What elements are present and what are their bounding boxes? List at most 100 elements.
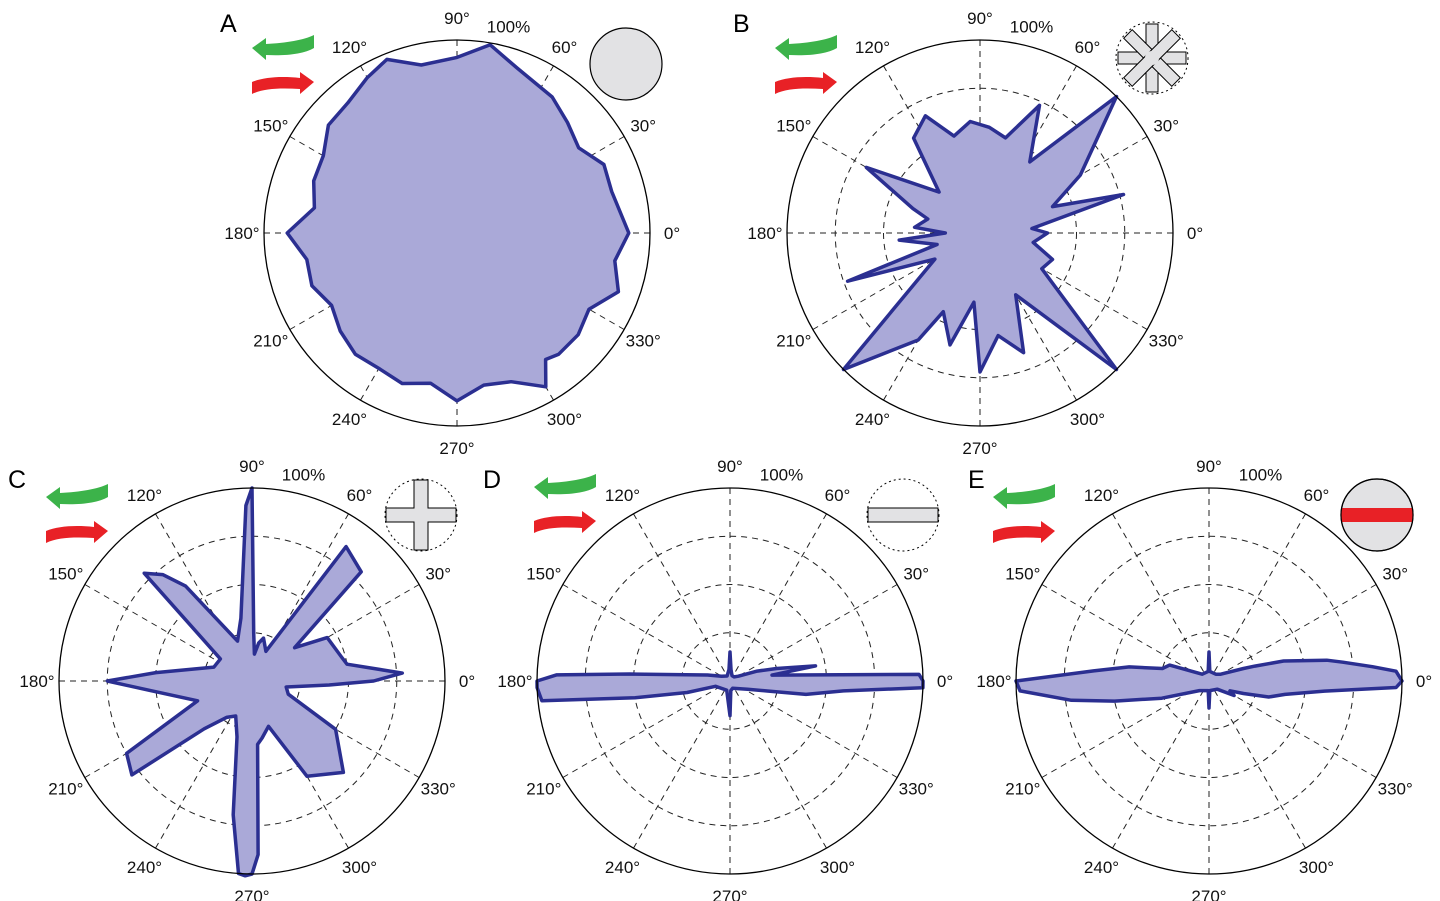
angle-tick-label: 0°: [937, 672, 953, 691]
angle-tick-label: 120°: [855, 38, 890, 57]
angle-tick-label: 240°: [605, 858, 640, 877]
panel-d-rotation-arrows: [534, 474, 596, 533]
angle-tick-label: 180°: [976, 672, 1011, 691]
angle-tick-label: 270°: [712, 887, 747, 901]
angle-tick-label: 270°: [439, 439, 474, 458]
green-arrow-left-icon: [46, 484, 108, 509]
angle-tick-label: 120°: [605, 486, 640, 505]
panel-a: 0° 30° 60° 90° 120° 150° 180° 210° 240° 270° 300° 3…: [220, 9, 680, 458]
red-arrow-right-icon: [46, 521, 108, 543]
panel-c-radius-label: 100%: [282, 465, 325, 484]
angle-tick-label: 210°: [1005, 780, 1040, 799]
plus-cutout-icon: [384, 478, 458, 552]
panel-c-outer-ring: [58, 487, 446, 875]
angle-tick-label: 180°: [19, 672, 54, 691]
panel-e-data-polygon: [1014, 650, 1404, 710]
angle-tick-label: 120°: [332, 38, 367, 57]
angle-tick-label: 240°: [1084, 858, 1119, 877]
angle-tick-label: 30°: [1153, 117, 1179, 136]
grid-spoke: [729, 513, 827, 682]
panel-b-radius-label: 100%: [1010, 17, 1053, 36]
panel-d-outer-ring: [536, 487, 924, 875]
panel-c-tick-labels: 0° 30° 60° 90° 120° 150° 180° 210° 240° 270° 300° 3…: [19, 457, 475, 901]
angle-tick-label: 0°: [1416, 672, 1432, 691]
angle-tick-label: 0°: [664, 224, 680, 243]
panel-b-data-polygon: [841, 94, 1126, 374]
angle-tick-label: 30°: [630, 117, 656, 136]
panel-a-data-polygon: [285, 43, 631, 403]
angle-tick-label: 90°: [967, 9, 993, 28]
angle-tick-label: 120°: [127, 486, 162, 505]
panel-a-radius-label: 100%: [487, 17, 530, 36]
red-arrow-right-icon: [252, 72, 314, 94]
angle-tick-label: 240°: [127, 858, 162, 877]
green-arrow-left-icon: [252, 35, 314, 60]
red-arrow-right-icon: [534, 511, 596, 533]
angle-tick-label: 30°: [903, 565, 929, 584]
angle-tick-label: 300°: [342, 858, 377, 877]
grid-spoke: [729, 680, 898, 778]
panel-a-outer-ring: [263, 39, 651, 427]
angle-tick-label: 90°: [717, 457, 743, 476]
panel-e-tick-labels: 0° 30° 60° 90° 120° 150° 180° 210° 240° 270° 300° 3…: [976, 457, 1432, 901]
angle-tick-label: 180°: [497, 672, 532, 691]
panel-b-tick-labels: 0° 30° 60° 90° 120° 150° 180° 210° 240° 270° 300° 3…: [747, 9, 1203, 458]
angle-tick-label: 210°: [253, 332, 288, 351]
solid-disc-icon: [589, 27, 663, 101]
panel-c-data-polygon: [105, 486, 405, 878]
panel-d-data-polygon: [535, 650, 925, 718]
angle-tick-label: 330°: [1378, 780, 1413, 799]
panel-d-tick-labels: 0° 30° 60° 90° 120° 150° 180° 210° 240° 270° 300° 3…: [497, 457, 953, 901]
grid-spoke: [1112, 513, 1210, 682]
panel-e-radius-label: 100%: [1239, 465, 1282, 484]
panel-e-outer-ring: [1015, 487, 1403, 875]
panel-a-letter: A: [220, 10, 237, 38]
panel-d-letter: D: [483, 466, 501, 494]
angle-tick-label: 210°: [526, 780, 561, 799]
angle-tick-label: 210°: [48, 780, 83, 799]
angle-tick-label: 0°: [459, 672, 475, 691]
panel-c-rotation-arrows: [46, 484, 108, 543]
angle-tick-label: 60°: [552, 38, 578, 57]
angle-tick-label: 60°: [1304, 486, 1330, 505]
grid-spoke: [1208, 513, 1306, 682]
green-arrow-left-icon: [534, 474, 596, 499]
angle-tick-label: 270°: [1191, 887, 1226, 901]
angle-tick-label: 60°: [347, 486, 373, 505]
angle-tick-label: 150°: [526, 565, 561, 584]
angle-tick-label: 180°: [224, 224, 259, 243]
angle-tick-label: 300°: [547, 410, 582, 429]
angle-tick-label: 90°: [1196, 457, 1222, 476]
red-arrow-right-icon: [775, 72, 837, 94]
panel-e: 0° 30° 60° 90° 120° 150° 180° 210° 240° 270° 300° 3…: [968, 457, 1432, 901]
panel-b-letter: B: [733, 10, 750, 38]
angle-tick-label: 60°: [1075, 38, 1101, 57]
panel-e-rotation-arrows: [993, 484, 1055, 543]
angle-tick-label: 30°: [1382, 565, 1408, 584]
angle-tick-label: 90°: [239, 457, 265, 476]
panel-c-letter: C: [8, 466, 26, 494]
angle-tick-label: 150°: [1005, 565, 1040, 584]
panel-d-radius-label: 100%: [760, 465, 803, 484]
angle-tick-label: 210°: [776, 332, 811, 351]
angle-tick-label: 120°: [1084, 486, 1119, 505]
panel-c: 0° 30° 60° 90° 120° 150° 180° 210° 240° 270° 300° 3…: [8, 457, 475, 901]
angle-tick-label: 330°: [899, 780, 934, 799]
angle-tick-label: 330°: [1149, 332, 1184, 351]
angle-tick-label: 300°: [1070, 410, 1105, 429]
angle-tick-label: 90°: [444, 9, 470, 28]
angle-tick-label: 300°: [820, 858, 855, 877]
panel-b-rotation-arrows: [775, 35, 837, 94]
angle-tick-label: 270°: [234, 887, 269, 901]
panel-d: 0° 30° 60° 90° 120° 150° 180° 210° 240° 270° 300° 3…: [483, 457, 953, 901]
angle-tick-label: 180°: [747, 224, 782, 243]
angle-tick-label: 150°: [48, 565, 83, 584]
panel-b: 0° 30° 60° 90° 120° 150° 180° 210° 240° 270° 300° 3…: [733, 9, 1203, 458]
angle-tick-label: 330°: [421, 780, 456, 799]
red-arrow-right-icon: [993, 521, 1055, 543]
disc-with-red-bar-icon: [1340, 478, 1414, 552]
panel-e-letter: E: [968, 466, 985, 494]
panel-b-outer-ring: [786, 39, 1174, 427]
angle-tick-label: 270°: [962, 439, 997, 458]
